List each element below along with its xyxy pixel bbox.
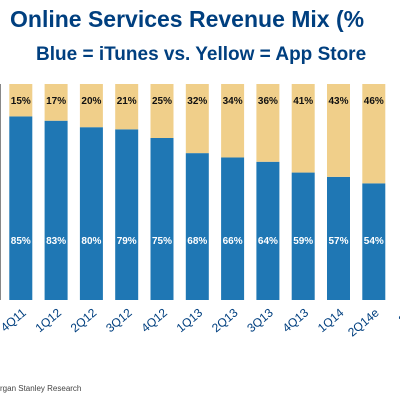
x-tick-4Q12: 4Q12 <box>138 305 170 335</box>
label-itunes-4Q11: 85% <box>11 236 31 247</box>
bar-appstore-2Q14e <box>362 84 386 184</box>
label-appstore-2Q13: 34% <box>223 96 243 107</box>
label-itunes-1Q13: 68% <box>187 236 207 247</box>
x-tick-1Q13: 1Q13 <box>174 305 206 335</box>
bar-itunes-2Q12 <box>79 127 103 300</box>
label-appstore-1Q12: 17% <box>46 96 66 107</box>
x-tick-4Q11: 4Q11 <box>0 305 29 334</box>
x-tick-2Q13: 2Q13 <box>209 305 241 335</box>
bar-itunes-4Q13 <box>291 172 315 300</box>
label-appstore-1Q14: 43% <box>328 96 348 107</box>
label-itunes-1Q12: 83% <box>46 236 66 247</box>
bar-itunes-1Q12 <box>44 120 68 300</box>
bar-appstore-1Q12 <box>44 84 68 121</box>
bar-appstore-3Q13 <box>256 84 280 162</box>
label-itunes-2Q14e: 54% <box>364 236 384 247</box>
label-itunes-4Q12: 75% <box>152 236 172 247</box>
bar-itunes-2Q14e <box>362 183 386 300</box>
bar-itunes-4Q12 <box>150 138 174 300</box>
bar-appstore-1Q13 <box>185 84 209 154</box>
bar-appstore-1Q14 <box>327 84 350 177</box>
x-tick-3Q13: 3Q13 <box>244 305 276 335</box>
chart-subtitle: Blue = iTunes vs. Yellow = App Store <box>36 44 367 65</box>
bar-appstore-2Q12 <box>79 84 103 128</box>
x-tick-1Q12: 1Q12 <box>33 305 65 335</box>
bar-itunes-1Q13 <box>185 153 209 300</box>
source-note: rgan Stanley Research <box>0 384 82 393</box>
label-appstore-3Q12: 21% <box>117 96 137 107</box>
label-appstore-4Q13: 41% <box>293 96 313 107</box>
label-itunes-2Q13: 66% <box>223 236 243 247</box>
label-itunes-4Q13: 59% <box>293 236 313 247</box>
label-itunes-1Q14: 57% <box>328 236 348 247</box>
label-appstore-4Q11: 15% <box>11 96 31 107</box>
x-tick-3Q14e: 3Q <box>396 306 400 327</box>
bar-itunes-3Q13 <box>256 161 280 300</box>
x-tick-1Q14: 1Q14 <box>315 305 347 335</box>
label-appstore-4Q12: 25% <box>152 96 172 107</box>
bar-itunes-1Q14 <box>327 176 350 300</box>
x-tick-2Q12: 2Q12 <box>68 305 100 335</box>
bar-itunes-2Q13 <box>221 157 245 300</box>
label-appstore-1Q13: 32% <box>187 96 207 107</box>
bar-itunes-4Q11 <box>9 116 33 301</box>
bar-appstore-3Q12 <box>115 84 139 130</box>
bar-appstore-4Q12 <box>150 84 174 138</box>
bar-appstore-4Q11 <box>9 84 33 117</box>
bar-itunes-3Q12 <box>115 129 139 300</box>
chart-title: Online Services Revenue Mix (% <box>10 6 365 32</box>
bar-appstore-4Q13 <box>291 84 315 173</box>
label-appstore-2Q12: 20% <box>81 96 101 107</box>
label-appstore-2Q14e: 46% <box>364 96 384 107</box>
label-itunes-2Q12: 80% <box>81 236 101 247</box>
label-itunes-3Q13: 64% <box>258 236 278 247</box>
label-itunes-3Q12: 79% <box>117 236 137 247</box>
x-tick-4Q13: 4Q13 <box>280 305 312 335</box>
label-appstore-3Q13: 36% <box>258 96 278 107</box>
bar-appstore-2Q13 <box>221 84 245 158</box>
x-tick-3Q12: 3Q12 <box>103 305 135 335</box>
x-tick-2Q14e: 2Q14e <box>345 305 382 339</box>
